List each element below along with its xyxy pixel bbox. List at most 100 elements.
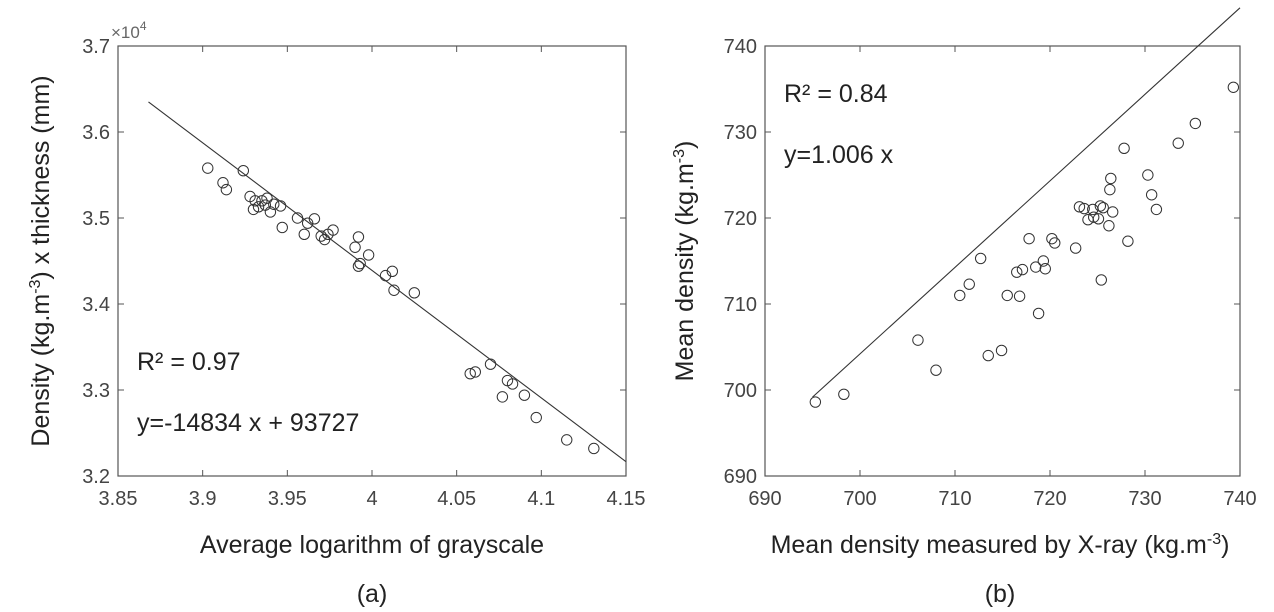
- data-point: [469, 366, 481, 378]
- data-point: [1189, 117, 1202, 130]
- y-axis-label-b: Mean density (kg.m-3): [671, 141, 699, 382]
- data-point: [963, 278, 975, 290]
- data-point: [298, 228, 310, 241]
- data-point: [1104, 183, 1116, 196]
- data-point: [1105, 172, 1117, 185]
- x-tick-label: 3.95: [268, 488, 307, 510]
- data-point: [1227, 81, 1240, 93]
- x-tick-label: 730: [1128, 488, 1161, 510]
- x-tick-label: 4.05: [437, 488, 476, 510]
- chart-panel-b: 690 700 710 720 730 740 690 700 710 720 730 740 R²…: [671, 7, 1257, 608]
- data-point: [1030, 261, 1042, 273]
- data-point: [1150, 203, 1163, 216]
- data-point: [518, 389, 531, 401]
- panel-label-b: (b): [985, 580, 1016, 608]
- data-point: [1142, 169, 1154, 181]
- y-tick-label: 690: [724, 466, 757, 488]
- data-point: [352, 260, 365, 272]
- y-tick-label: 730: [724, 122, 757, 144]
- x-ticks-b: 690 700 710 720 730 740: [748, 46, 1257, 510]
- data-point: [1172, 137, 1184, 149]
- annotation-equation-b: y=1.006 x: [784, 141, 894, 169]
- data-point: [1016, 263, 1029, 276]
- data-point: [1145, 189, 1158, 201]
- data-point: [408, 287, 421, 299]
- data-point: [1073, 201, 1086, 213]
- data-point: [982, 349, 994, 362]
- fit-line: [148, 101, 627, 463]
- data-point: [388, 284, 400, 296]
- data-point: [1094, 200, 1107, 212]
- data-point: [362, 249, 375, 261]
- data-point: [379, 269, 392, 282]
- data-points-b: [809, 7, 1241, 408]
- panel-label-a: (a): [357, 580, 388, 608]
- data-point: [1049, 237, 1061, 249]
- data-point: [315, 230, 327, 242]
- data-point: [274, 200, 287, 212]
- data-point: [1092, 213, 1105, 225]
- data-point: [268, 198, 280, 210]
- y-tick-label: 3.3: [82, 380, 110, 402]
- data-point: [1032, 307, 1045, 320]
- data-point: [588, 442, 600, 455]
- data-point: [264, 206, 277, 218]
- y-ticks-b: 690 700 710 720 730 740: [724, 36, 1240, 488]
- data-point: [484, 358, 497, 370]
- x-axis-label-b: Mean density measured by X-ray (kg.m-3): [771, 531, 1230, 559]
- data-point: [561, 434, 573, 446]
- data-point: [1095, 274, 1108, 286]
- data-point: [276, 221, 288, 234]
- annotation-r2-a: R² = 0.97: [137, 348, 241, 376]
- y-tick-label: 700: [724, 380, 757, 402]
- data-point: [261, 192, 273, 204]
- y-tick-label: 740: [724, 36, 757, 58]
- data-point: [247, 203, 260, 216]
- data-point: [974, 252, 987, 265]
- data-point: [1122, 235, 1134, 247]
- data-point: [1011, 266, 1023, 278]
- data-point: [1082, 214, 1094, 226]
- data-point: [1069, 242, 1082, 254]
- data-point: [1118, 142, 1130, 155]
- data-point: [838, 388, 850, 400]
- data-point: [220, 183, 233, 196]
- annotation-r2-b: R² = 0.84: [784, 80, 888, 108]
- data-points-a: [148, 101, 627, 463]
- data-point: [1097, 201, 1109, 214]
- x-tick-label: 710: [938, 488, 971, 510]
- x-tick-label: 3.9: [189, 488, 217, 510]
- data-point: [995, 344, 1008, 357]
- y-tick-label: 3.7: [82, 36, 110, 58]
- x-ticks-a: 3.85 3.9 3.95 4 4.05 4.1 4.15: [99, 46, 646, 510]
- data-point: [1037, 255, 1050, 267]
- data-point: [252, 201, 265, 213]
- data-point: [506, 378, 519, 390]
- data-point: [912, 334, 924, 346]
- x-tick-label: 740: [1223, 488, 1256, 510]
- data-point: [1023, 232, 1035, 245]
- x-tick-label: 3.85: [99, 488, 138, 510]
- data-point: [291, 212, 304, 224]
- plot-area-frame-b: [764, 45, 1241, 477]
- y-exponent-label-a: ×104: [111, 19, 147, 42]
- data-point: [1001, 289, 1013, 302]
- data-point: [954, 289, 966, 302]
- x-tick-label: 4.15: [607, 488, 646, 510]
- x-tick-label: 720: [1033, 488, 1066, 510]
- x-axis-label-a: Average logarithm of grayscale: [200, 531, 544, 559]
- data-point: [349, 241, 361, 253]
- y-tick-label: 710: [724, 294, 757, 316]
- x-tick-label: 4: [366, 488, 377, 510]
- data-point: [1088, 211, 1100, 223]
- x-tick-label: 690: [748, 488, 781, 510]
- data-point: [354, 257, 366, 270]
- data-point: [809, 396, 822, 408]
- data-point: [1103, 220, 1115, 232]
- data-point: [249, 195, 261, 207]
- chart-panel-a: 3.85 3.9 3.95 4 4.05 4.1 4.15 3.23.33.43.53.63…: [27, 19, 645, 608]
- data-point: [464, 367, 476, 380]
- y-tick-label: 3.6: [82, 122, 110, 144]
- y-tick-label: 3.5: [82, 208, 110, 230]
